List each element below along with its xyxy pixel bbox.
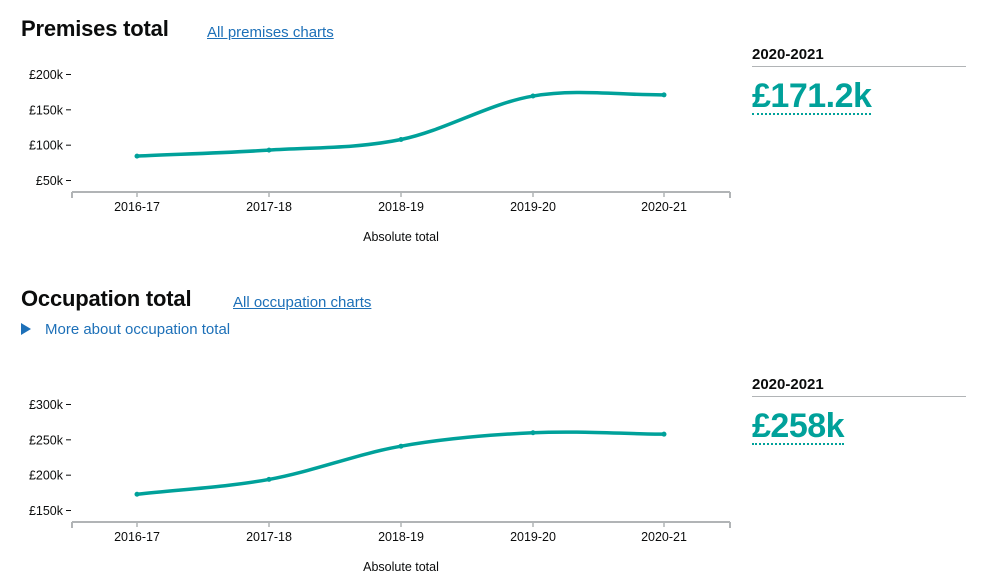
x-tick-label: 2016-17 [114, 530, 160, 544]
occupation-summary-year: 2020-2021 [752, 376, 966, 397]
premises-summary-year: 2020-2021 [752, 46, 966, 67]
data-point [398, 443, 404, 449]
occupation-summary-value[interactable]: £258k [752, 407, 845, 445]
premises-summary-value[interactable]: £171.2k [752, 77, 872, 115]
series-line [135, 430, 666, 497]
occupation-title: Occupation total [21, 286, 192, 311]
occupation-details-label: More about occupation total [45, 321, 231, 338]
x-tick-label: 2019-20 [510, 200, 556, 214]
data-point [266, 147, 272, 153]
y-tick-label: £50k [36, 174, 64, 188]
data-point [134, 491, 140, 497]
occupation-section: Occupation total All occupation charts M… [0, 270, 997, 584]
y-tick-label: £150k [29, 103, 64, 117]
occupation-details-toggle[interactable]: More about occupation total [21, 321, 230, 338]
series-line [135, 90, 666, 158]
x-tick-label: 2019-20 [510, 530, 556, 544]
x-tick-label: 2016-17 [114, 200, 160, 214]
x-tick-label: 2018-19 [378, 530, 424, 544]
data-point [134, 153, 140, 159]
all-premises-charts-link[interactable]: All premises charts [207, 24, 334, 41]
premises-section: Premises total All premises charts £50k £… [0, 0, 997, 260]
x-tick-label: 2017-18 [246, 530, 292, 544]
triangle-right-icon [21, 323, 31, 335]
x-tick-label: 2017-18 [246, 200, 292, 214]
x-axis-label: Absolute total [363, 560, 439, 574]
x-tick-label: 2020-21 [641, 200, 687, 214]
data-point [661, 92, 667, 98]
x-tick-label: 2018-19 [378, 200, 424, 214]
data-point [530, 93, 536, 99]
y-tick-label: £300k [29, 398, 64, 412]
y-tick-label: £200k [29, 68, 64, 82]
data-point [661, 431, 667, 437]
premises-line-chart: £50k £100k £150k £200k 2016-17 2017-18 2018-19… [29, 68, 731, 244]
y-tick-label: £250k [29, 433, 64, 447]
occupation-summary: 2020-2021 £258k [752, 376, 966, 445]
data-point [266, 476, 272, 482]
premises-summary: 2020-2021 £171.2k [752, 46, 966, 115]
y-tick-label: £100k [29, 139, 64, 153]
premises-title: Premises total [21, 16, 169, 41]
all-occupation-charts-link[interactable]: All occupation charts [233, 294, 372, 311]
data-point [530, 430, 536, 436]
y-tick-label: £200k [29, 469, 64, 483]
data-point [398, 137, 404, 143]
x-tick-label: 2020-21 [641, 530, 687, 544]
occupation-line-chart: £150k £200k £250k £300k 2016-17 2017-18 2018-1… [29, 398, 731, 574]
y-tick-label: £150k [29, 504, 64, 518]
x-axis-label: Absolute total [363, 230, 439, 244]
